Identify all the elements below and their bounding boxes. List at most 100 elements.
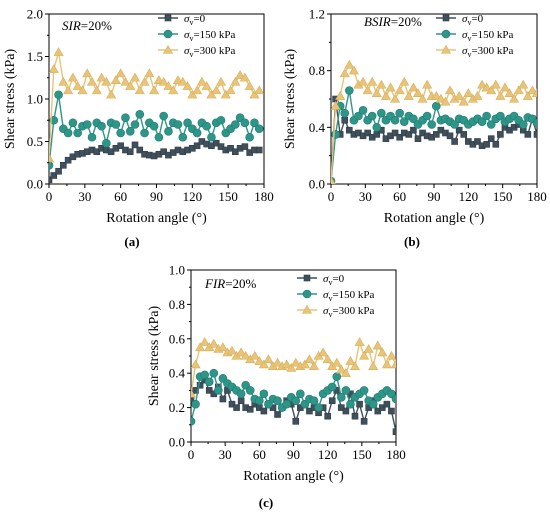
- data-point: [125, 127, 135, 136]
- data-point: [230, 76, 241, 86]
- y-axis-label: Shear stress (kPa): [283, 49, 298, 150]
- data-point: [296, 389, 305, 399]
- x-tick-label: 180: [386, 447, 406, 462]
- data-point: [455, 126, 463, 134]
- data-point: [286, 362, 297, 372]
- data-point: [217, 342, 228, 352]
- data-point: [168, 85, 179, 95]
- data-point: [250, 118, 259, 128]
- data-point: [360, 418, 368, 425]
- data-point: [399, 76, 410, 86]
- data-point: [134, 85, 145, 95]
- data-point: [414, 135, 422, 142]
- data-point: [376, 79, 387, 89]
- legend-symbol: σ: [184, 45, 190, 57]
- x-tick-label: 90: [150, 189, 163, 204]
- x-tick-label: 0: [46, 189, 53, 204]
- data-point: [129, 72, 141, 82]
- data-point: [93, 148, 101, 155]
- data-point: [86, 76, 98, 86]
- data-point: [263, 354, 274, 364]
- data-point: [358, 76, 369, 86]
- data-point: [533, 131, 537, 138]
- x-tick-label: 90: [428, 189, 441, 204]
- data-point: [139, 76, 150, 86]
- data-point: [260, 407, 268, 415]
- data-point: [191, 399, 200, 409]
- data-point: [331, 100, 341, 110]
- series-circle: [191, 368, 396, 426]
- data-point: [63, 128, 73, 138]
- data-point: [245, 132, 254, 142]
- data-point: [354, 337, 365, 346]
- data-point: [391, 129, 399, 137]
- legend-entry: σv=150 kPa: [184, 29, 236, 43]
- data-point: [245, 386, 255, 395]
- data-point: [304, 354, 315, 364]
- panel-label: (a): [124, 234, 139, 249]
- data-point: [191, 359, 201, 369]
- data-point: [236, 347, 247, 357]
- legend-entry: σv=0: [184, 13, 206, 27]
- data-point: [324, 412, 331, 420]
- data-point: [403, 91, 414, 100]
- data-point: [96, 72, 107, 82]
- y-tick-label: 0.0: [169, 435, 185, 450]
- data-point: [518, 79, 529, 89]
- data-point: [354, 111, 363, 121]
- legend-entry: σv=300 kPa: [184, 45, 236, 59]
- x-tick-label: 180: [527, 189, 547, 204]
- y-tick-label: 0.0: [27, 177, 43, 192]
- data-point: [341, 116, 349, 124]
- legend-marker: [163, 29, 173, 39]
- legend-marker: [441, 29, 451, 39]
- data-point: [216, 115, 226, 125]
- data-point: [367, 76, 378, 86]
- data-point: [164, 127, 173, 136]
- legend-text: =0: [332, 273, 344, 285]
- data-point: [359, 386, 369, 395]
- y-axis-label: Shear stress (kPa): [3, 49, 18, 150]
- data-point: [72, 81, 83, 90]
- legend-text: =0: [471, 13, 483, 25]
- legend-symbol: σ: [462, 45, 468, 57]
- data-point: [135, 110, 145, 119]
- x-axis-label: Rotation angle (°): [106, 211, 207, 226]
- data-point: [410, 126, 417, 134]
- legend-text: =300 kPa: [332, 305, 374, 317]
- data-point: [412, 88, 423, 98]
- data-point: [422, 79, 433, 89]
- data-point: [460, 131, 468, 138]
- data-point: [432, 131, 440, 138]
- data-point: [115, 68, 126, 78]
- data-point: [116, 128, 125, 138]
- legend-entry: σv=150 kPa: [462, 29, 514, 43]
- data-point: [496, 111, 505, 121]
- data-point: [385, 82, 396, 92]
- legend-text: =300 kPa: [471, 45, 513, 57]
- series-triangle: [331, 59, 537, 184]
- data-point: [341, 386, 351, 395]
- data-point: [207, 132, 216, 142]
- data-point: [299, 359, 310, 369]
- data-point: [290, 357, 301, 367]
- legend-entry: σv=300 kPa: [323, 305, 375, 319]
- data-point: [372, 340, 383, 350]
- data-point: [91, 85, 102, 95]
- data-point: [282, 399, 291, 409]
- data-point: [351, 412, 359, 420]
- x-tick-label: 120: [318, 447, 338, 462]
- data-point: [513, 85, 524, 95]
- data-point: [144, 68, 155, 78]
- legend-subscript: v: [328, 278, 332, 287]
- legend-marker: [303, 274, 311, 282]
- data-point: [246, 406, 254, 413]
- data-point: [120, 76, 131, 86]
- y-axis-label: Shear stress (kPa): [147, 306, 162, 407]
- series-line: [191, 378, 396, 432]
- data-point: [524, 131, 532, 138]
- panel-annotation-rest: =20%: [225, 276, 256, 291]
- legend-subscript: v: [467, 50, 471, 59]
- data-point: [206, 89, 217, 99]
